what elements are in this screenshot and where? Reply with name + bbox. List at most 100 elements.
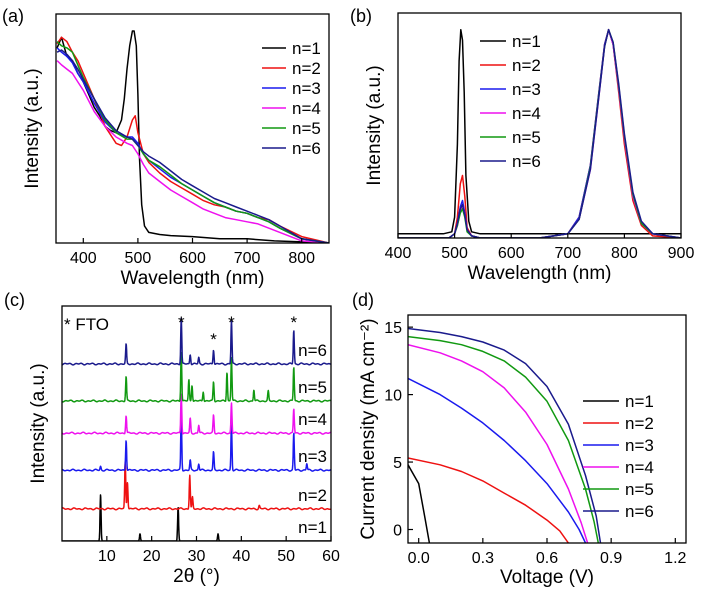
series-line-n=3 (408, 377, 587, 543)
panel-c: (c) 10 20 30 40 50 60 2θ (°) Intensity (a.u.) n=1… (4, 290, 340, 587)
y-axis-label: Intensity (a.u.) (28, 363, 49, 483)
legend-label: n=3 (625, 436, 654, 455)
fto-star-mark: * (290, 313, 297, 332)
plot-area (62, 317, 331, 541)
series-line-n=2 (62, 461, 331, 511)
x-tick-label: 400 (70, 250, 97, 267)
series-line-n=6 (398, 28, 681, 238)
series-line-n=3 (56, 47, 329, 243)
legend: n=1 n=2 n=3 n=4 n=5 n=6 (583, 392, 654, 521)
x-tick-label: 10 (98, 548, 116, 565)
fto-star-mark: * (210, 330, 217, 349)
legend-label: n=3 (292, 79, 321, 98)
legend-label: n=1 (512, 32, 541, 51)
x-tick-label: 800 (288, 250, 315, 267)
plot-frame (397, 12, 682, 239)
panel-a: (a) 400 500 600 700 800 Wavelength (nm) Intensi… (2, 6, 330, 289)
x-tick-label: 0.0 (408, 550, 430, 567)
y-tick-label: 5 (393, 455, 402, 472)
legend-label: n=5 (512, 128, 541, 147)
x-tick-label: 0.3 (472, 550, 494, 567)
x-tick-label: 400 (385, 245, 412, 262)
series-line-n=1 (398, 28, 681, 235)
series-label: n=3 (298, 447, 327, 466)
x-axis-label: Wavelength (nm) (468, 263, 612, 284)
plot-frame (55, 13, 330, 244)
legend-label: n=1 (292, 39, 321, 58)
legend-label: n=4 (512, 104, 541, 123)
plot-area (398, 28, 681, 238)
x-tick-label: 30 (188, 548, 206, 565)
series-label: n=2 (298, 486, 327, 505)
legend: n=1 n=2 n=3 n=4 n=5 n=6 (480, 32, 541, 171)
panel-d: (d) 0.0 0.3 0.6 0.9 1.2 0 5 10 15 Voltage (V) Curre… (352, 290, 687, 588)
series-label: n=6 (298, 341, 327, 360)
x-tick-label: 700 (234, 250, 261, 267)
series-line-n=1 (56, 30, 329, 243)
y-axis-label: Intensity (a.u.) (22, 68, 43, 188)
x-tick-label: 800 (611, 245, 638, 262)
series-line-n=2 (408, 457, 570, 543)
x-tick-label: 0.9 (600, 550, 622, 567)
y-tick-label: 15 (384, 320, 402, 337)
legend-label: n=2 (512, 56, 541, 75)
legend-label: n=6 (512, 152, 541, 171)
series-line-n=5 (56, 41, 329, 243)
legend-label: n=6 (292, 139, 321, 158)
panel-label: (b) (350, 6, 372, 26)
y-tick-label: 0 (393, 523, 402, 540)
series-line-n=1 (62, 494, 331, 541)
x-tick-label: 60 (322, 548, 340, 565)
series-line-n=6 (56, 49, 329, 243)
legend-label: n=4 (625, 458, 654, 477)
series-line-n=5 (408, 335, 600, 543)
x-tick-label: 500 (441, 245, 468, 262)
x-tick-label: 0.6 (536, 550, 558, 567)
series-line-n=4 (62, 393, 331, 435)
x-axis-label: 2θ (°) (173, 566, 220, 587)
panel-label: (c) (4, 290, 25, 310)
panel-label: (a) (2, 6, 24, 26)
legend-label: n=5 (625, 480, 654, 499)
legend-label: n=4 (292, 99, 321, 118)
series-label: n=1 (298, 518, 327, 537)
series-line-n=3 (62, 416, 331, 472)
x-tick-label: 20 (143, 548, 161, 565)
legend-label: n=2 (625, 414, 654, 433)
legend: n=1n=2n=3n=4n=5n=6 (262, 39, 321, 158)
panel-label: (d) (352, 290, 374, 310)
fto-star-mark: * (228, 313, 235, 332)
x-axis-label: Voltage (V) (500, 567, 594, 588)
y-tick-label: 10 (384, 388, 402, 405)
series-line-n=1 (408, 464, 431, 543)
plot-area (408, 327, 602, 543)
fto-star-mark: * (178, 313, 185, 332)
x-axis-label: Wavelength (nm) (121, 268, 265, 289)
series-label: n=4 (298, 410, 327, 429)
x-tick-label: 600 (498, 245, 525, 262)
x-tick-label: 50 (277, 548, 295, 565)
series-line-n=2 (56, 36, 329, 243)
y-axis-label: Current density (mA cm⁻²) (358, 318, 379, 539)
legend-label: n=2 (292, 59, 321, 78)
y-axis-label: Intensity (a.u.) (364, 65, 385, 185)
x-tick-label: 900 (668, 245, 695, 262)
fto-annotation: * FTO (64, 315, 109, 334)
plot-frame (61, 305, 332, 542)
series-line-n=5 (62, 352, 331, 403)
panel-b: (b) 400 500 600 700 800 900 Wavelength (nm) Inte… (350, 6, 694, 284)
legend-label: n=5 (292, 119, 321, 138)
x-tick-label: 500 (125, 250, 152, 267)
legend-label: n=3 (512, 80, 541, 99)
legend-label: n=6 (625, 502, 654, 521)
legend-label: n=1 (625, 392, 654, 411)
series-label: n=5 (298, 378, 327, 397)
x-tick-label: 700 (554, 245, 581, 262)
x-tick-label: 40 (232, 548, 250, 565)
series-line-n=4 (56, 60, 329, 243)
series-line-n=6 (62, 317, 331, 366)
x-tick-label: 1.2 (664, 550, 686, 567)
series-line-n=4 (408, 343, 589, 543)
x-tick-label: 600 (179, 250, 206, 267)
